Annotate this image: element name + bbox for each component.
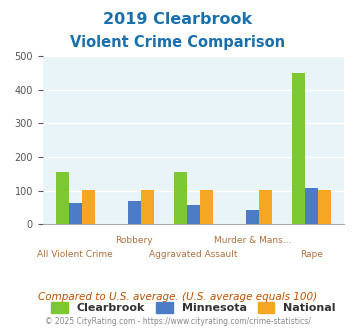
Bar (82, 190, 95, 224)
Text: Robbery: Robbery (115, 236, 153, 245)
Text: Murder & Mans...: Murder & Mans... (214, 236, 291, 245)
Bar (187, 205, 200, 224)
Bar (318, 190, 331, 224)
Bar (200, 190, 213, 224)
Bar (305, 188, 318, 224)
Legend: Clearbrook, Minnesota, National: Clearbrook, Minnesota, National (47, 297, 340, 317)
Text: All Violent Crime: All Violent Crime (37, 250, 113, 259)
Bar (56, 172, 69, 224)
Bar (292, 73, 305, 224)
Text: © 2025 CityRating.com - https://www.cityrating.com/crime-statistics/: © 2025 CityRating.com - https://www.city… (45, 317, 310, 326)
Bar (69, 203, 82, 224)
Text: Compared to U.S. average. (U.S. average equals 100): Compared to U.S. average. (U.S. average … (38, 292, 317, 302)
Text: Rape: Rape (300, 250, 323, 259)
Text: Aggravated Assault: Aggravated Assault (149, 250, 238, 259)
Text: 2019 Clearbrook: 2019 Clearbrook (103, 12, 252, 26)
Bar (141, 190, 154, 224)
Bar (246, 210, 259, 224)
Bar (128, 201, 141, 224)
Bar (259, 190, 272, 224)
Text: Violent Crime Comparison: Violent Crime Comparison (70, 35, 285, 50)
Bar (174, 172, 187, 224)
